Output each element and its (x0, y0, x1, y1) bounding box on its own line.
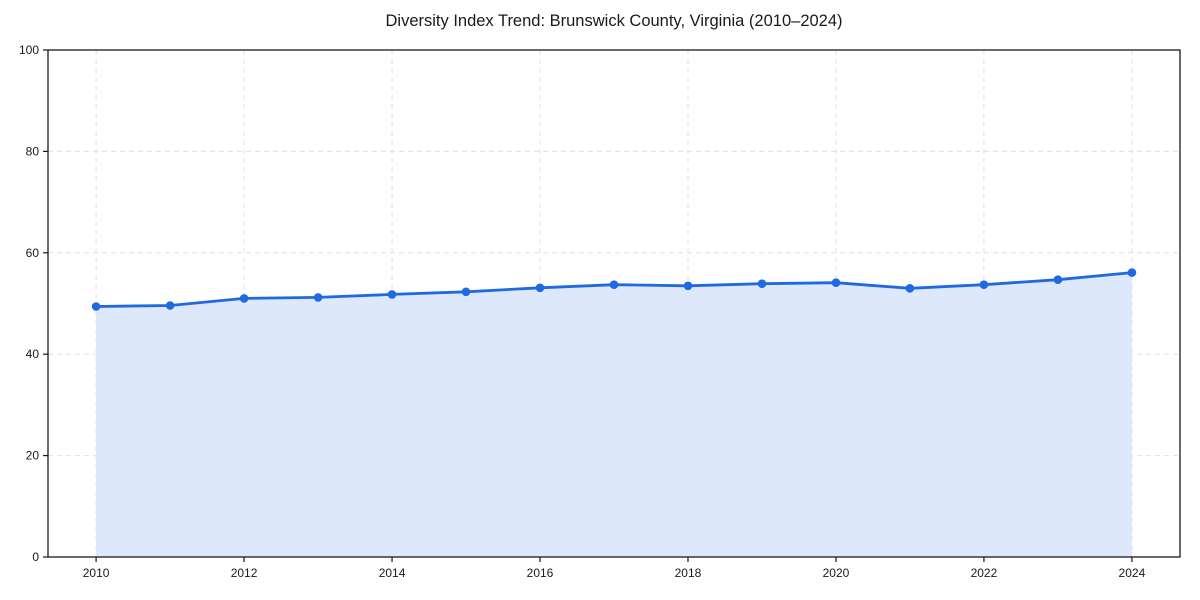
data-point (1053, 275, 1063, 285)
data-point (165, 301, 175, 310)
data-point (683, 281, 693, 291)
area-fill (96, 272, 1132, 557)
x-tick-label: 2016 (527, 566, 554, 580)
data-point (313, 293, 323, 302)
data-point (91, 302, 101, 311)
data-point (609, 280, 619, 290)
data-point (905, 284, 915, 293)
y-tick-label: 20 (26, 449, 40, 463)
x-tick-label: 2022 (971, 566, 998, 580)
x-tick-label: 2020 (823, 566, 850, 580)
y-tick-label: 0 (32, 550, 39, 564)
x-tick-label: 2010 (83, 566, 110, 580)
plot-border (47, 49, 1181, 558)
x-tick-label: 2018 (675, 566, 702, 580)
data-point (461, 287, 471, 297)
y-tick-label: 100 (19, 43, 39, 57)
data-point (239, 294, 249, 303)
data-point (831, 278, 841, 288)
y-tick-label: 40 (26, 347, 40, 361)
data-point (1127, 268, 1137, 277)
y-tick-label: 80 (26, 144, 40, 158)
data-point (979, 280, 989, 290)
x-tick-label: 2024 (1119, 566, 1146, 580)
data-point (387, 290, 397, 299)
data-point (535, 283, 545, 293)
x-tick-label: 2014 (379, 566, 406, 580)
data-point (757, 279, 767, 289)
x-tick-label: 2012 (231, 566, 258, 580)
y-tick-label: 60 (26, 246, 40, 260)
chart-title: Diversity Index Trend: Brunswick County,… (385, 12, 843, 30)
